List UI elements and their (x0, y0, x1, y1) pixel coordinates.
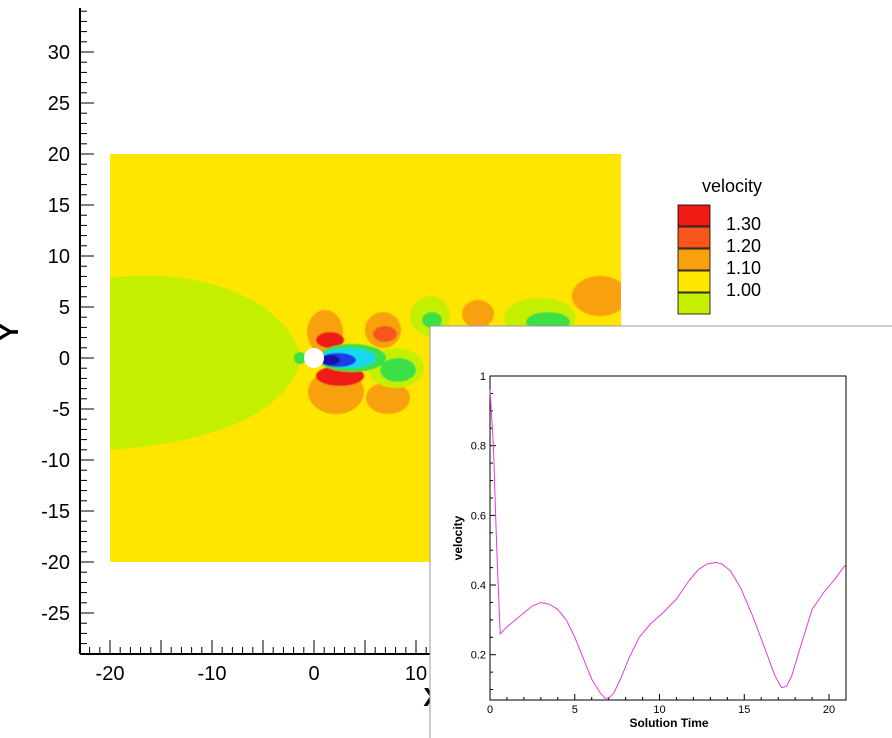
y-tick-label: 10 (48, 246, 70, 268)
inset-y-tick-label: 0.8 (471, 441, 486, 453)
contour-axes: 30 25 20 15 10 5 0 -5 -10 -15 -20 -25 -20 -10 0 10 (41, 8, 550, 685)
legend-label: 1.10 (726, 258, 761, 278)
inset-x-tick-label: 0 (487, 704, 493, 716)
inset-line-chart: 0 5 10 15 20 0.2 0.4 0.6 0.8 1 Solution Time velo… (429, 325, 892, 738)
y-tick-label: -10 (41, 450, 70, 472)
legend-label: 1.20 (726, 236, 761, 256)
y-tick-label: -5 (52, 399, 70, 421)
legend-swatch (677, 270, 711, 293)
y-axis-title: Y (0, 323, 24, 340)
y-tick-label: -20 (41, 552, 70, 574)
inset-x-tick-label: 15 (738, 704, 750, 716)
y-tick-label: 30 (48, 42, 70, 64)
inset-axes: 0 5 10 15 20 0.2 0.4 0.6 0.8 1 (471, 371, 847, 716)
x-tick-label: -10 (198, 663, 227, 685)
y-tick-label: -15 (41, 501, 70, 523)
upstream-region (110, 275, 300, 450)
series-line (489, 389, 847, 699)
legend-swatch (677, 248, 711, 271)
y-tick-label: 5 (59, 297, 70, 319)
y-tick-label: 0 (59, 348, 70, 370)
x-tick-label: 10 (405, 663, 427, 685)
legend-swatch (677, 292, 711, 315)
inset-y-tick-label: 1 (480, 371, 486, 383)
legend-label: 1.00 (726, 280, 761, 300)
legend-swatch (677, 226, 711, 249)
y-tick-label: 15 (48, 195, 70, 217)
cylinder (304, 348, 324, 368)
x-tick-label: 0 (308, 663, 319, 685)
legend-title: velocity (702, 176, 762, 196)
y-tick-label: 25 (48, 93, 70, 115)
inset-plot-area (489, 375, 847, 701)
inset-x-tick-label: 10 (653, 704, 665, 716)
legend-label: 1.30 (726, 214, 761, 234)
inset-y-tick-label: 0.6 (471, 510, 486, 522)
inset-x-tick-label: 20 (823, 704, 835, 716)
inset-y-tick-label: 0.2 (471, 650, 486, 662)
inset-x-tick-label: 5 (572, 704, 578, 716)
legend-items: 1.301.201.101.00 (677, 204, 761, 315)
x-tick-label: -20 (96, 663, 125, 685)
inset-y-label: velocity (451, 515, 465, 560)
y-tick-label: -25 (41, 603, 70, 625)
legend-swatch (677, 204, 711, 227)
inset-x-label: Solution Time (629, 716, 708, 730)
y-tick-label: 20 (48, 144, 70, 166)
inset-frame (429, 325, 892, 738)
legend: velocity 1.301.201.101.00 (677, 176, 762, 315)
inset-y-tick-label: 0.4 (471, 580, 486, 592)
